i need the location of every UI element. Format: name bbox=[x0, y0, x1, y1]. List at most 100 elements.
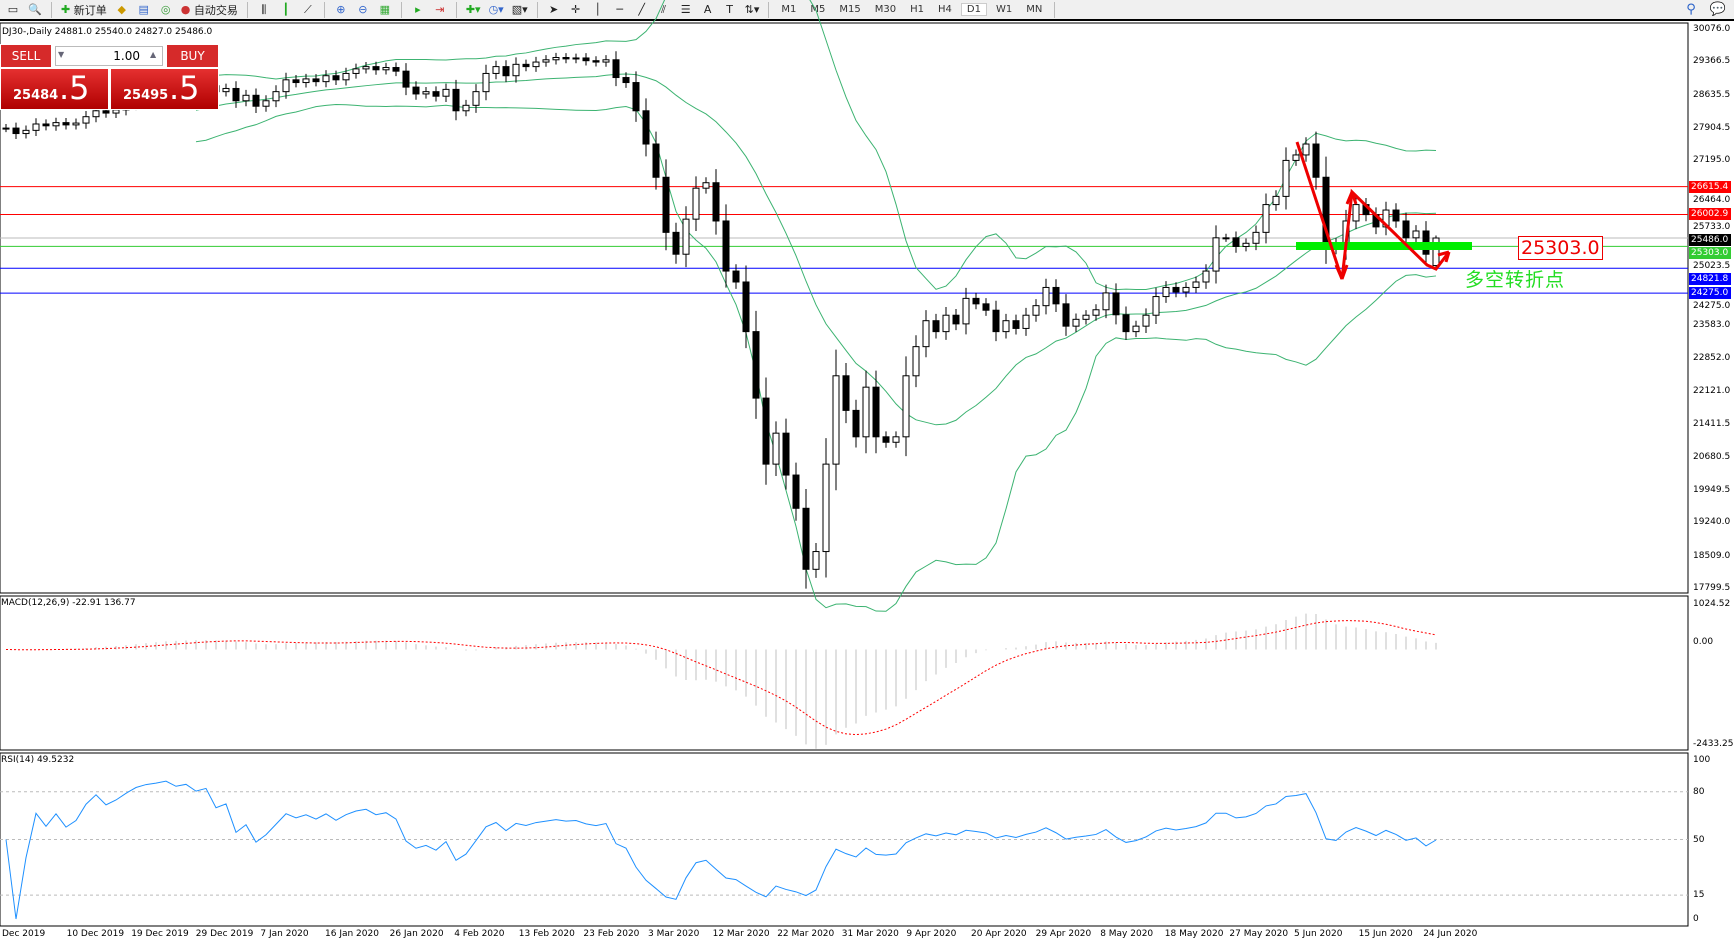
level-tag: 24275.0 bbox=[1689, 287, 1731, 300]
candle bbox=[1142, 314, 1150, 327]
line-chart-icon[interactable]: ⟋ bbox=[303, 2, 312, 16]
buy-price-button[interactable]: 25495.5 bbox=[110, 68, 219, 110]
timeframe-h1[interactable]: H1 bbox=[910, 4, 924, 15]
date-label: 29 Apr 2020 bbox=[1035, 929, 1092, 939]
sell-button[interactable]: SELL bbox=[0, 44, 52, 68]
indicators-icon[interactable]: ✚▾ bbox=[465, 3, 481, 16]
candle bbox=[1242, 242, 1250, 247]
level-label: 25303.0 bbox=[1518, 236, 1603, 260]
lot-size-input[interactable]: 1.00 bbox=[55, 46, 163, 66]
buy-price: 25495 bbox=[123, 88, 169, 103]
candle bbox=[742, 281, 750, 333]
price-axis-label: 29366.5 bbox=[1693, 56, 1731, 67]
candle bbox=[1022, 314, 1030, 329]
candle bbox=[1272, 195, 1280, 206]
candle bbox=[632, 82, 640, 112]
crosshair-icon[interactable]: ✛ bbox=[571, 3, 581, 16]
tile-windows-icon[interactable]: ▦ bbox=[379, 3, 391, 16]
chat-icon[interactable]: 💬 bbox=[1709, 2, 1726, 17]
text-icon[interactable]: A bbox=[703, 3, 712, 16]
sell-price: 25484 bbox=[13, 88, 59, 103]
arrows-icon[interactable]: ⇅▾ bbox=[744, 3, 760, 16]
date-label: 7 Jan 2020 bbox=[260, 929, 309, 939]
timeframe-m30[interactable]: M30 bbox=[874, 4, 897, 15]
timeframe-m15[interactable]: M15 bbox=[839, 4, 861, 15]
one-click-trading-panel: SELL 1.00 ▼ ▲ BUY 25484.5 25495.5 bbox=[0, 44, 219, 110]
divider bbox=[246, 1, 248, 18]
candle bbox=[292, 79, 300, 84]
date-label: 5 Jun 2020 bbox=[1294, 929, 1343, 939]
divider bbox=[323, 1, 325, 18]
price-axis-label: 25733.0 bbox=[1693, 222, 1731, 233]
timeframe-h4[interactable]: H4 bbox=[937, 4, 952, 15]
candle bbox=[322, 75, 330, 83]
signals-icon[interactable]: ▤ bbox=[138, 3, 149, 16]
timeframe-d1[interactable]: D1 bbox=[960, 3, 987, 16]
date-label: 19 Dec 2019 bbox=[131, 929, 189, 939]
print-preview-icon[interactable]: 🔍 bbox=[28, 3, 42, 16]
trendline-icon[interactable]: ╱ bbox=[638, 3, 645, 16]
sell-price-button[interactable]: 25484.5 bbox=[0, 68, 109, 110]
zoom-in-icon[interactable]: ⊕ bbox=[336, 3, 346, 16]
level-tag: 25486.0 bbox=[1689, 234, 1731, 247]
sell-price-fraction: .5 bbox=[59, 69, 90, 107]
candle bbox=[1152, 296, 1160, 316]
price-axis-label: 28635.5 bbox=[1693, 89, 1731, 100]
auto-trading-label: 自动交易 bbox=[193, 3, 238, 17]
candle bbox=[942, 314, 950, 333]
auto-scroll-icon[interactable]: ▸ bbox=[415, 3, 421, 16]
channel-icon[interactable]: ⫽ bbox=[661, 2, 667, 16]
bar-chart-icon[interactable]: ⫼ bbox=[261, 2, 267, 16]
timeframe-m5[interactable]: M5 bbox=[810, 4, 826, 15]
vertical-line-icon[interactable]: │ bbox=[594, 3, 601, 16]
fibonacci-icon[interactable]: ☰ bbox=[680, 3, 691, 16]
price-axis-label: 25023.5 bbox=[1693, 261, 1731, 272]
candle bbox=[842, 375, 850, 411]
candlestick-icon[interactable]: ┃ bbox=[282, 3, 290, 16]
rsi-line bbox=[5, 780, 1437, 920]
date-label: 26 Jan 2020 bbox=[389, 929, 444, 939]
date-label: 10 Dec 2019 bbox=[66, 929, 125, 939]
candle bbox=[722, 220, 730, 272]
candle bbox=[922, 320, 930, 348]
expert-icon[interactable]: ◆ bbox=[117, 3, 126, 16]
timeframe-mn[interactable]: MN bbox=[1026, 4, 1043, 15]
horizontal-line-icon[interactable]: ─ bbox=[616, 3, 623, 16]
candle bbox=[712, 182, 720, 222]
candle bbox=[302, 78, 310, 84]
buy-button[interactable]: BUY bbox=[166, 44, 219, 68]
window-icon[interactable]: ▭ bbox=[7, 3, 19, 16]
timeframe-m1[interactable]: M1 bbox=[781, 4, 797, 15]
candle bbox=[1182, 286, 1190, 293]
timeframe-w1[interactable]: W1 bbox=[995, 4, 1013, 15]
candle bbox=[402, 70, 410, 88]
candle bbox=[902, 375, 910, 438]
radio-icon[interactable]: ◎ bbox=[160, 3, 171, 16]
divider bbox=[51, 1, 52, 18]
candle bbox=[612, 59, 620, 79]
auto-trading-button[interactable]: ● 自动交易 bbox=[180, 3, 238, 17]
candle bbox=[762, 397, 770, 465]
candle bbox=[1082, 314, 1090, 320]
templates-icon[interactable]: ▧▾ bbox=[511, 3, 528, 16]
new-order-button[interactable]: ✚ 新订单 bbox=[61, 3, 107, 17]
periods-icon[interactable]: ◷▾ bbox=[488, 3, 504, 16]
zoom-out-icon[interactable]: ⊖ bbox=[358, 3, 368, 16]
candle bbox=[1412, 230, 1420, 239]
candle bbox=[872, 386, 880, 438]
chart-shift-icon[interactable]: ⇥ bbox=[435, 3, 445, 16]
cursor-icon[interactable]: ➤ bbox=[549, 3, 559, 16]
text-label-icon[interactable]: T bbox=[726, 3, 733, 16]
candle bbox=[1052, 286, 1060, 305]
candle bbox=[502, 66, 510, 77]
lot-decrease-icon[interactable]: ▼ bbox=[58, 50, 65, 59]
macd-signal-line bbox=[5, 620, 1437, 736]
candle bbox=[882, 436, 890, 443]
candle bbox=[1172, 286, 1180, 293]
divider bbox=[536, 1, 538, 18]
search-icon[interactable]: ⚲ bbox=[1686, 2, 1696, 17]
lot-increase-icon[interactable]: ▲ bbox=[150, 50, 157, 59]
candle bbox=[412, 86, 420, 95]
turning-point-note: 多空转折点 bbox=[1465, 269, 1566, 291]
